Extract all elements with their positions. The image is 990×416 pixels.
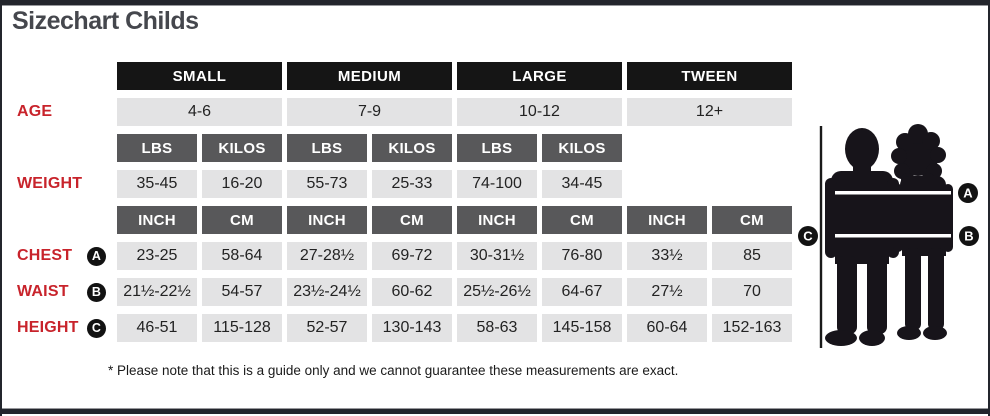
age-large: 10-12 bbox=[457, 98, 622, 126]
weight-large-lbs: 74-100 bbox=[457, 170, 537, 198]
chest-large-inch: 30-31½ bbox=[457, 242, 537, 270]
children-silhouette-figure: A B C bbox=[798, 124, 979, 348]
unit-header-inch-large: INCH bbox=[457, 206, 537, 234]
age-medium: 7-9 bbox=[287, 98, 452, 126]
waist-label: WAIST bbox=[17, 283, 69, 300]
size-header-medium: MEDIUM bbox=[287, 62, 452, 90]
size-header-small: SMALL bbox=[117, 62, 282, 90]
left-border bbox=[0, 0, 2, 416]
chest-medium-inch: 27-28½ bbox=[287, 242, 367, 270]
unit-header-inch-tween: INCH bbox=[627, 206, 707, 234]
height-medium-inch: 52-57 bbox=[287, 314, 367, 342]
waist-medium-cm: 60-62 bbox=[372, 278, 452, 306]
height-tween-cm: 152-163 bbox=[712, 314, 792, 342]
row-label-age: AGE bbox=[0, 98, 112, 126]
unit-header-kilos-large: KILOS bbox=[542, 134, 622, 162]
size-header-large: LARGE bbox=[457, 62, 622, 90]
waist-marker-b-badge: B bbox=[87, 282, 106, 302]
page-title: Sizechart Childs bbox=[12, 7, 199, 35]
height-small-inch: 46-51 bbox=[117, 314, 197, 342]
footnote: * Please note that this is a guide only … bbox=[108, 363, 679, 378]
weight-small-lbs: 35-45 bbox=[117, 170, 197, 198]
chest-line bbox=[835, 191, 951, 195]
waist-tween-cm: 70 bbox=[712, 278, 792, 306]
height-small-cm: 115-128 bbox=[202, 314, 282, 342]
chest-label: CHEST bbox=[17, 247, 73, 264]
waist-line bbox=[835, 234, 951, 238]
marker-a-letter: A bbox=[963, 186, 973, 201]
girl-silhouette bbox=[891, 124, 953, 340]
waist-large-cm: 64-67 bbox=[542, 278, 622, 306]
row-label-weight: WEIGHT bbox=[0, 170, 112, 198]
chest-marker-a-badge: A bbox=[87, 246, 106, 266]
unit-header-cm-small: CM bbox=[202, 206, 282, 234]
waist-small-cm: 54-57 bbox=[202, 278, 282, 306]
marker-c-letter: C bbox=[803, 229, 813, 244]
waist-medium-inch: 23½-24½ bbox=[287, 278, 367, 306]
weight-large-kilos: 34-45 bbox=[542, 170, 622, 198]
row-label-waist: WAIST B bbox=[0, 278, 112, 306]
right-border bbox=[988, 0, 990, 416]
waist-tween-inch: 27½ bbox=[627, 278, 707, 306]
unit-header-cm-medium: CM bbox=[372, 206, 452, 234]
marker-b-letter: B bbox=[964, 229, 973, 244]
weight-small-kilos: 16-20 bbox=[202, 170, 282, 198]
chest-small-inch: 23-25 bbox=[117, 242, 197, 270]
row-label-chest: CHEST A bbox=[0, 242, 112, 270]
size-table: SMALL MEDIUM LARGE TWEEN AGE 4-6 7-9 10-… bbox=[0, 62, 793, 342]
marker-b-badge: B bbox=[959, 226, 979, 246]
unit-header-lbs-large: LBS bbox=[457, 134, 537, 162]
marker-c-badge: C bbox=[798, 226, 818, 246]
bottom-border bbox=[0, 408, 990, 414]
weight-medium-kilos: 25-33 bbox=[372, 170, 452, 198]
chest-large-cm: 76-80 bbox=[542, 242, 622, 270]
unit-header-cm-large: CM bbox=[542, 206, 622, 234]
weight-label: WEIGHT bbox=[17, 175, 83, 192]
height-marker-c-badge: C bbox=[87, 318, 106, 338]
row-label-height: HEIGHT C bbox=[0, 314, 112, 342]
unit-header-lbs-small: LBS bbox=[117, 134, 197, 162]
unit-header-inch-medium: INCH bbox=[287, 206, 367, 234]
waist-large-inch: 25½-26½ bbox=[457, 278, 537, 306]
marker-a-badge: A bbox=[958, 183, 978, 203]
unit-header-lbs-medium: LBS bbox=[287, 134, 367, 162]
height-medium-cm: 130-143 bbox=[372, 314, 452, 342]
boy-silhouette bbox=[825, 128, 899, 346]
age-small: 4-6 bbox=[117, 98, 282, 126]
unit-header-cm-tween: CM bbox=[712, 206, 792, 234]
size-header-tween: TWEEN bbox=[627, 62, 792, 90]
unit-header-inch-small: INCH bbox=[117, 206, 197, 234]
chest-small-cm: 58-64 bbox=[202, 242, 282, 270]
unit-header-kilos-small: KILOS bbox=[202, 134, 282, 162]
waist-small-inch: 21½-22½ bbox=[117, 278, 197, 306]
height-label: HEIGHT bbox=[17, 319, 79, 336]
age-label: AGE bbox=[17, 103, 53, 120]
height-large-cm: 145-158 bbox=[542, 314, 622, 342]
age-tween: 12+ bbox=[627, 98, 792, 126]
height-large-inch: 58-63 bbox=[457, 314, 537, 342]
chest-medium-cm: 69-72 bbox=[372, 242, 452, 270]
chest-tween-cm: 85 bbox=[712, 242, 792, 270]
top-border bbox=[0, 0, 990, 6]
chest-tween-inch: 33½ bbox=[627, 242, 707, 270]
unit-header-kilos-medium: KILOS bbox=[372, 134, 452, 162]
height-tween-inch: 60-64 bbox=[627, 314, 707, 342]
weight-medium-lbs: 55-73 bbox=[287, 170, 367, 198]
